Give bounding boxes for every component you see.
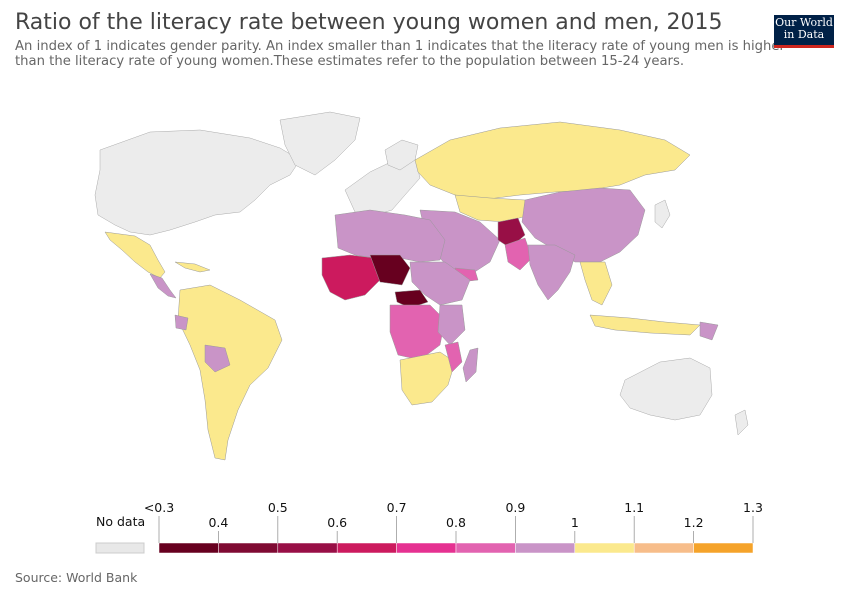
legend-tick-label: 1.3 xyxy=(743,500,763,515)
legend-no-data-label: No data xyxy=(96,514,145,529)
region-north-america[interactable] xyxy=(94,129,301,236)
region-west-africa[interactable] xyxy=(321,254,381,301)
region-papua-new-guinea[interactable] xyxy=(699,321,719,341)
region-south-america[interactable] xyxy=(177,284,283,461)
legend-swatch[interactable] xyxy=(336,542,397,554)
region-bolivia[interactable] xyxy=(204,344,231,373)
subtitle-line-2: than the literacy rate of young women.Th… xyxy=(15,54,685,69)
legend-swatch[interactable] xyxy=(633,542,694,554)
region-caribbean[interactable] xyxy=(174,261,211,273)
legend-tick-label: <0.3 xyxy=(144,500,174,515)
region-central-america[interactable] xyxy=(149,273,177,299)
legend-tick-label: 0.7 xyxy=(387,500,407,515)
region-tanzania[interactable] xyxy=(437,304,466,346)
world-map xyxy=(94,111,749,461)
legend-swatch[interactable] xyxy=(158,542,219,554)
legend-swatch[interactable] xyxy=(277,542,338,554)
region-indonesia[interactable] xyxy=(589,314,701,336)
legend-swatch[interactable] xyxy=(574,542,635,554)
chart-title: Ratio of the literacy rate between young… xyxy=(15,10,723,35)
region-central-africa[interactable] xyxy=(389,304,446,361)
region-north-africa[interactable] xyxy=(334,209,446,263)
legend-swatch[interactable] xyxy=(455,542,516,554)
legend-tick-label: 0.6 xyxy=(327,515,347,530)
region-new-zealand[interactable] xyxy=(734,409,749,436)
legend-swatch[interactable] xyxy=(218,542,279,554)
region-russia[interactable] xyxy=(414,121,691,201)
legend-no-data-swatch[interactable] xyxy=(95,542,145,554)
legend-swatch[interactable] xyxy=(396,542,457,554)
legend-swatch[interactable] xyxy=(515,542,576,554)
source-note: Source: World Bank xyxy=(15,570,138,585)
legend-tick-label: 0.9 xyxy=(505,500,525,515)
legend-tick-label: 1.1 xyxy=(624,500,644,515)
legend-swatch[interactable] xyxy=(693,542,754,554)
region-niger-chad[interactable] xyxy=(369,254,411,286)
region-east-africa[interactable] xyxy=(409,261,471,306)
owid-logo[interactable]: Our World in Data xyxy=(774,15,834,48)
region-japan[interactable] xyxy=(654,199,671,229)
region-southeast-asia[interactable] xyxy=(579,261,613,306)
region-china[interactable] xyxy=(521,187,646,263)
region-india[interactable] xyxy=(527,244,576,301)
legend-tick-label: 0.8 xyxy=(446,515,466,530)
logo-line-1: Our World xyxy=(775,16,833,29)
region-mozambique[interactable] xyxy=(444,341,463,373)
region-pakistan[interactable] xyxy=(504,237,533,271)
subtitle-line-1: An index of 1 indicates gender parity. A… xyxy=(15,39,785,54)
region-southern-africa[interactable] xyxy=(399,351,456,406)
legend-tick-label: 1 xyxy=(571,515,579,530)
chart-subtitle: An index of 1 indicates gender parity. A… xyxy=(15,39,845,69)
region-madagascar[interactable] xyxy=(462,347,479,383)
logo-line-2: in Data xyxy=(783,28,825,41)
region-peru[interactable] xyxy=(174,314,189,331)
legend-tick-label: 0.4 xyxy=(208,515,228,530)
region-greenland[interactable] xyxy=(279,111,361,176)
legend-tick-label: 1.2 xyxy=(684,515,704,530)
legend-tick-label: 0.5 xyxy=(268,500,288,515)
region-australia[interactable] xyxy=(619,357,713,421)
